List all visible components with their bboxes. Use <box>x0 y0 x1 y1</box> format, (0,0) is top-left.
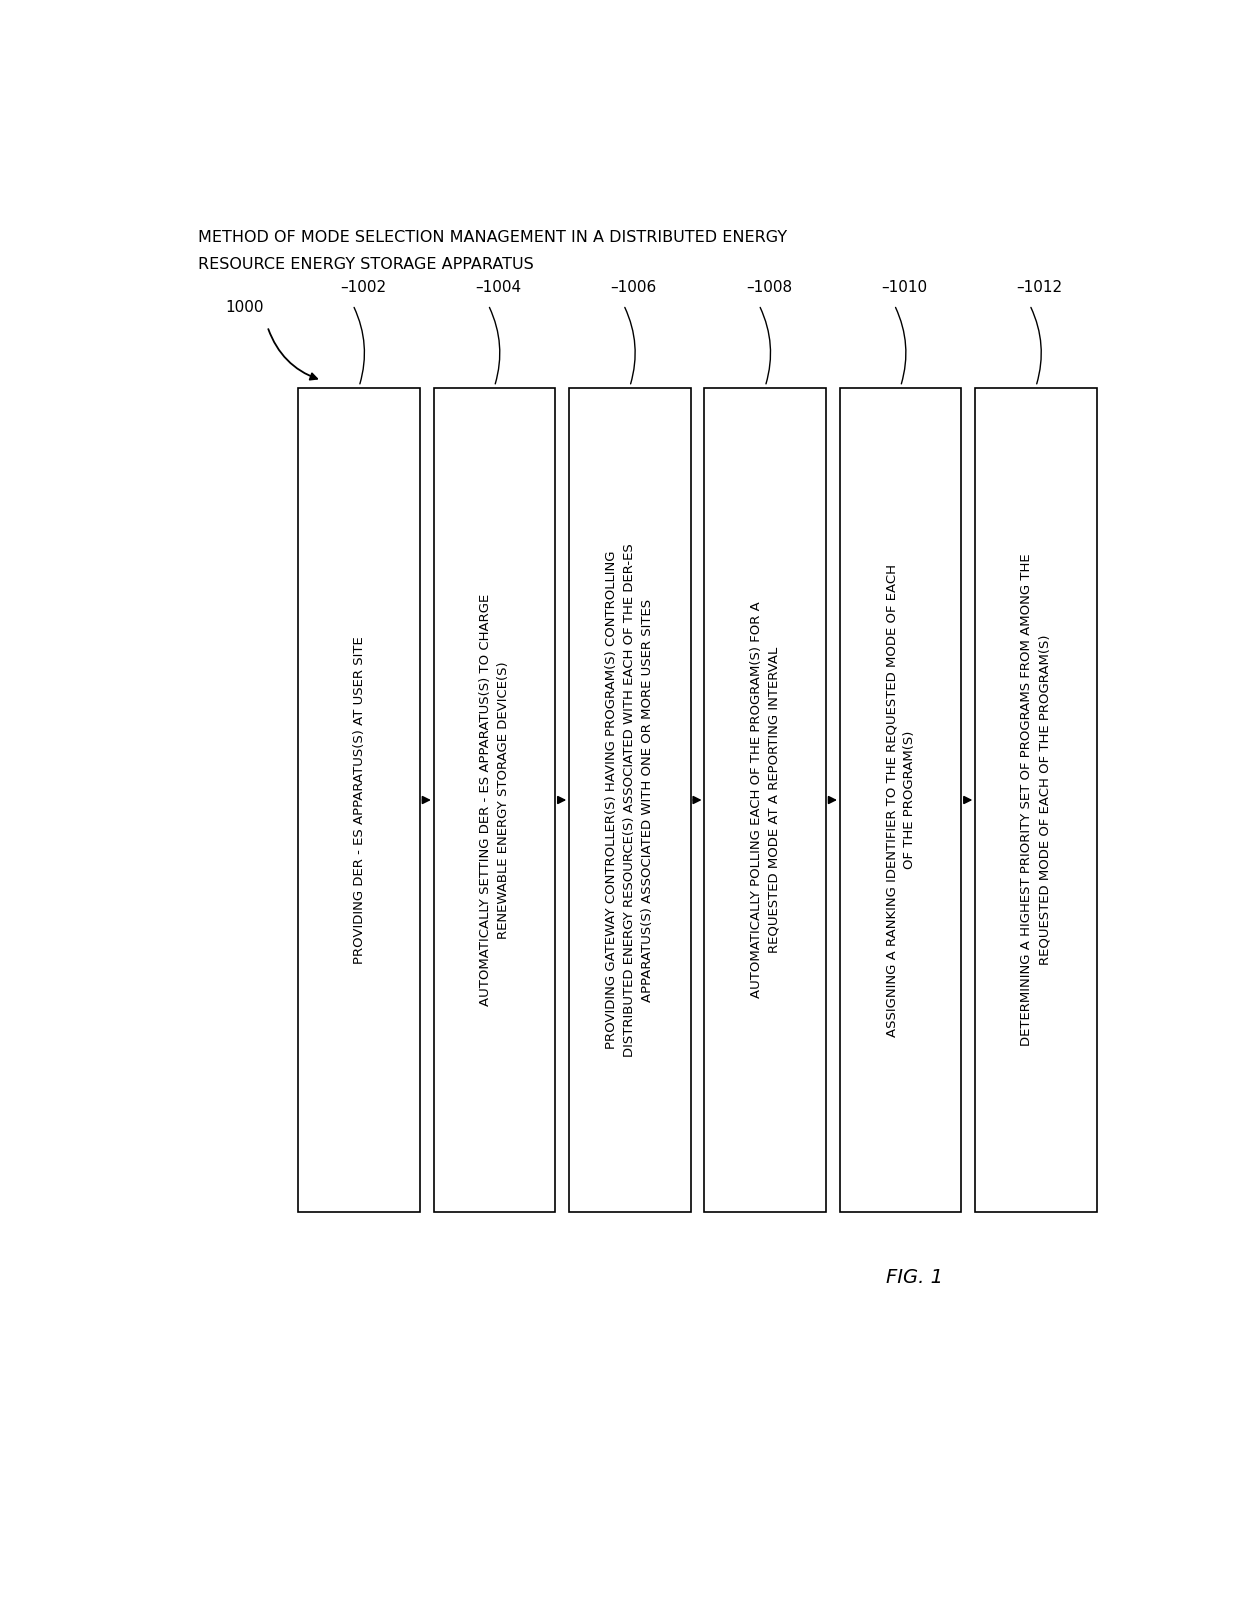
Text: ASSIGNING A RANKING IDENTIFIER TO THE REQUESTED MODE OF EACH
OF THE PROGRAM(S): ASSIGNING A RANKING IDENTIFIER TO THE RE… <box>885 563 916 1036</box>
Text: PROVIDING GATEWAY CONTROLLER(S) HAVING PROGRAM(S) CONTROLLING
DISTRIBUTED ENERGY: PROVIDING GATEWAY CONTROLLER(S) HAVING P… <box>605 544 655 1057</box>
Text: –1012: –1012 <box>1017 281 1063 295</box>
Text: METHOD OF MODE SELECTION MANAGEMENT IN A DISTRIBUTED ENERGY: METHOD OF MODE SELECTION MANAGEMENT IN A… <box>197 231 786 245</box>
Text: AUTOMATICALLY POLLING EACH OF THE PROGRAM(S) FOR A
REQUESTED MODE AT A REPORTING: AUTOMATICALLY POLLING EACH OF THE PROGRA… <box>750 602 781 998</box>
Text: –1008: –1008 <box>746 281 792 295</box>
Text: RESOURCE ENERGY STORAGE APPARATUS: RESOURCE ENERGY STORAGE APPARATUS <box>197 257 533 273</box>
Text: –1010: –1010 <box>882 281 928 295</box>
Text: 1000: 1000 <box>224 300 263 314</box>
Text: –1002: –1002 <box>340 281 386 295</box>
Bar <box>434 388 556 1213</box>
Text: DETERMINING A HIGHEST PRIORITY SET OF PROGRAMS FROM AMONG THE
REQUESTED MODE OF : DETERMINING A HIGHEST PRIORITY SET OF PR… <box>1021 553 1052 1046</box>
Bar <box>569 388 691 1213</box>
Text: –1004: –1004 <box>475 281 521 295</box>
Text: –1006: –1006 <box>610 281 657 295</box>
Bar <box>839 388 961 1213</box>
Bar <box>975 388 1096 1213</box>
Text: AUTOMATICALLY SETTING DER - ES APPARATUS(S) TO CHARGE
RENEWABLE ENERGY STORAGE D: AUTOMATICALLY SETTING DER - ES APPARATUS… <box>479 593 510 1006</box>
Bar <box>704 388 826 1213</box>
Bar <box>299 388 420 1213</box>
Text: PROVIDING DER - ES APPARATUS(S) AT USER SITE: PROVIDING DER - ES APPARATUS(S) AT USER … <box>352 637 366 964</box>
Text: FIG. 1: FIG. 1 <box>887 1267 942 1286</box>
